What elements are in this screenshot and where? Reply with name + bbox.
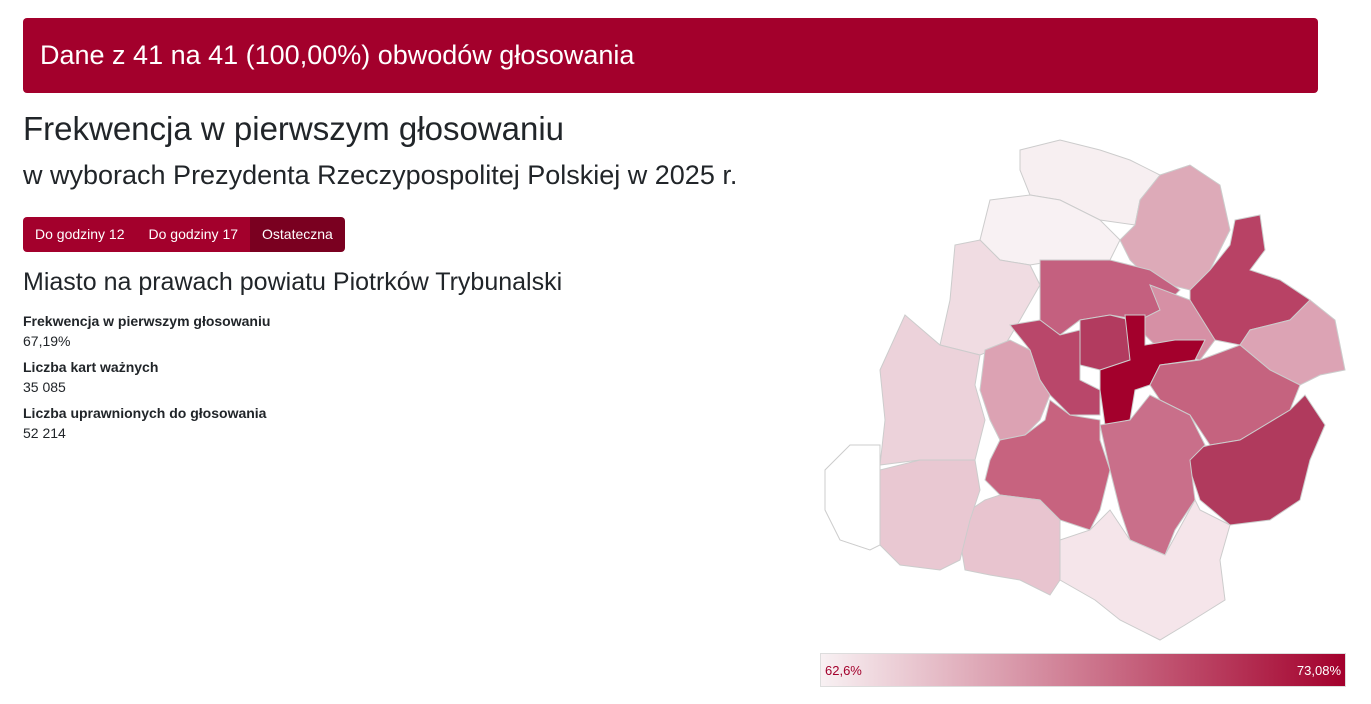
button[interactable]: Do godziny 17 [136, 217, 251, 252]
map [824, 139, 1346, 641]
stat-value: 35 085 [23, 379, 66, 395]
subtitle: w wyborach Prezydenta Rzeczypospolitej P… [23, 160, 738, 190]
district[interactable] [879, 459, 981, 571]
title: Frekwencja w pierwszym głosowaniu [23, 110, 565, 147]
district[interactable] [979, 339, 1051, 441]
district[interactable] [824, 444, 881, 551]
banner: Dane z 41 na 41 (100,00%) obwodów głosow… [23, 18, 1318, 93]
stat-value: 67,19% [23, 333, 71, 349]
district[interactable] [879, 314, 986, 466]
button[interactable]: Ostateczna [250, 217, 345, 252]
legend: 62,6% 73,08% [820, 653, 1346, 687]
stat-label: Liczba uprawnionych do głosowania [23, 405, 267, 421]
legend-min: 62,6% [825, 663, 862, 678]
district[interactable] [1189, 394, 1326, 526]
button[interactable]: Do godziny 12 [23, 217, 137, 252]
district[interactable] [959, 494, 1061, 596]
legend-max: 73,08% [1296, 663, 1341, 678]
stat-value: 52 214 [23, 425, 66, 441]
stats: Frekwencja w pierwszym głosowaniu 67,19%… [23, 307, 270, 451]
stat-label: Liczba kart ważnych [23, 359, 159, 375]
stat-label: Frekwencja w pierwszym głosowaniu [23, 313, 271, 329]
district[interactable] [1059, 498, 1231, 641]
button-group: Do godziny 12 Do godziny 17 Ostateczna [23, 217, 345, 252]
region-name: Miasto na prawach powiatu Piotrków Trybu… [23, 268, 563, 296]
